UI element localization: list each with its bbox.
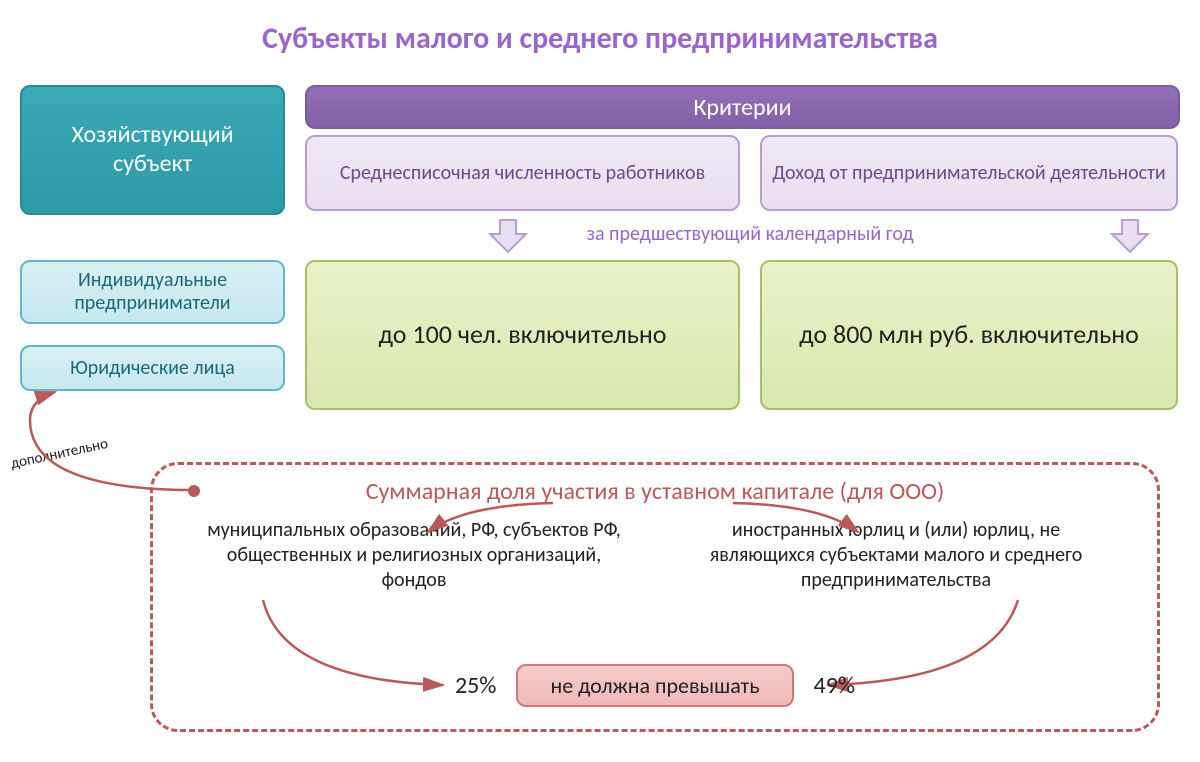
pct-right: 49% [814,671,855,700]
top-row: Хозяйствующий субъект Критерии Среднеспи… [20,85,1180,215]
down-arrow-icon [1110,218,1150,254]
exceed-box: не должна превышать [516,664,793,707]
entity-type-2: Юридические лица [20,345,285,391]
pct-left: 25% [455,671,496,700]
down-arrow-icon [488,218,528,254]
dashed-title: Суммарная доля участия в уставном капита… [183,477,1127,506]
criteria-header: Критерии [305,85,1180,129]
threshold-1: до 100 чел. включительно [305,260,740,410]
page-title: Субъекты малого и среднего предпринимате… [0,0,1200,72]
bottom-row: 25% не должна превышать 49% [153,664,1157,707]
additional-label: дополнительно [9,435,109,473]
middle-row: Индивидуальные предприниматели Юридическ… [20,260,1180,415]
year-label: за предшествующий календарный год [540,222,960,246]
dashed-right-text: иностранных юрлиц и (или) юрлиц, не явля… [685,518,1107,593]
dashed-left-text: муниципальных образований, РФ, субъектов… [203,518,625,593]
criteria-sub-1: Среднесписочная численность работников [305,135,740,211]
threshold-2: до 800 млн руб. включительно [760,260,1178,410]
subject-box: Хозяйствующий субъект [20,85,285,215]
criteria-sub-2: Доход от предпринимательской деятельност… [760,135,1178,211]
entity-type-1: Индивидуальные предприниматели [20,260,285,324]
arrow-row: за предшествующий календарный год [0,218,1200,258]
dashed-box: Суммарная доля участия в уставном капита… [150,462,1160,732]
